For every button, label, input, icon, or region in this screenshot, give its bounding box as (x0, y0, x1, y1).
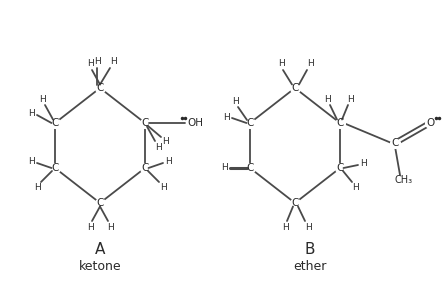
Text: C: C (291, 83, 299, 93)
Text: C: C (246, 163, 254, 173)
Text: H: H (360, 159, 366, 168)
Text: H: H (352, 182, 358, 192)
Text: H: H (110, 58, 116, 66)
Text: H: H (324, 94, 330, 103)
Text: H: H (221, 164, 227, 173)
Text: H: H (28, 158, 34, 167)
Text: C: C (52, 118, 59, 128)
Text: ether: ether (293, 260, 327, 272)
Text: C: C (336, 118, 344, 128)
Text: ketone: ketone (79, 260, 121, 272)
Text: H: H (107, 223, 113, 232)
Text: H: H (222, 113, 230, 122)
Text: H: H (307, 60, 313, 69)
Text: H: H (162, 136, 168, 145)
Text: B: B (305, 243, 315, 257)
Text: C: C (391, 138, 399, 148)
Text: H: H (347, 94, 353, 103)
Text: C: C (141, 118, 149, 128)
Text: H: H (165, 158, 171, 167)
Text: CH₃: CH₃ (395, 175, 413, 185)
Text: H: H (87, 60, 93, 69)
Text: H: H (34, 182, 40, 192)
Text: A: A (95, 243, 105, 257)
Text: H: H (160, 182, 166, 192)
Text: H: H (28, 108, 34, 117)
Text: O: O (426, 118, 434, 128)
Text: H: H (155, 142, 161, 151)
Text: C: C (336, 163, 344, 173)
Text: C: C (96, 198, 104, 208)
Text: C: C (52, 163, 59, 173)
Text: H: H (87, 223, 93, 232)
Text: H: H (232, 97, 238, 105)
Text: C: C (141, 163, 149, 173)
Text: C: C (246, 118, 254, 128)
Text: OH: OH (187, 118, 203, 128)
Text: H: H (278, 60, 284, 69)
Text: H: H (39, 94, 45, 103)
Text: C: C (96, 83, 104, 93)
Text: H: H (94, 58, 100, 66)
Text: H: H (281, 223, 288, 232)
Text: H: H (305, 223, 311, 232)
Text: C: C (291, 198, 299, 208)
